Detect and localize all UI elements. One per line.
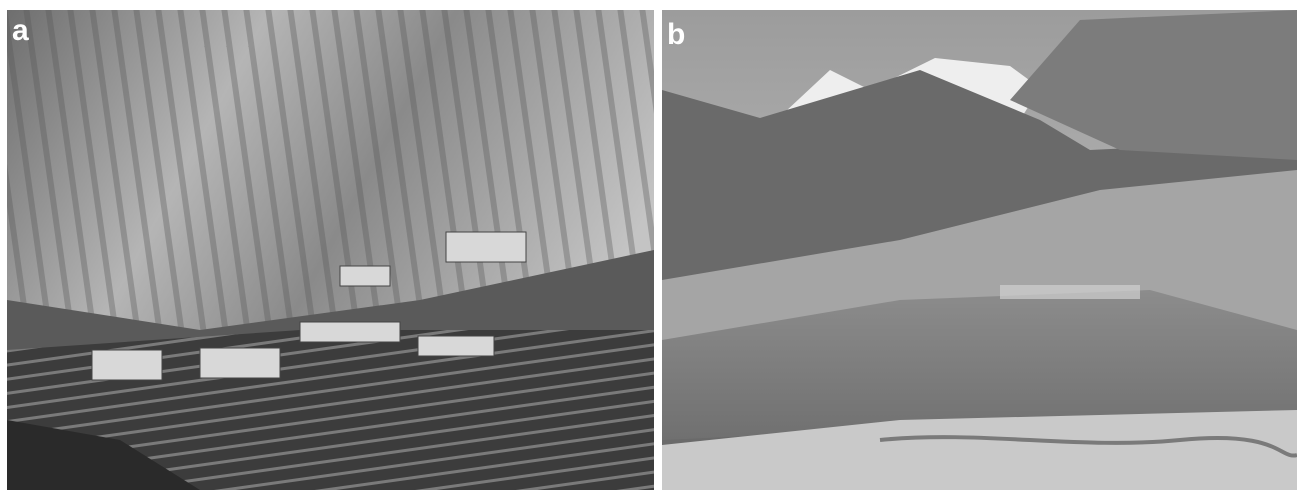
- panel-label: a: [12, 14, 29, 47]
- panel-label: b: [667, 18, 685, 51]
- photo-b: [662, 10, 1297, 490]
- photo-a: [7, 10, 654, 490]
